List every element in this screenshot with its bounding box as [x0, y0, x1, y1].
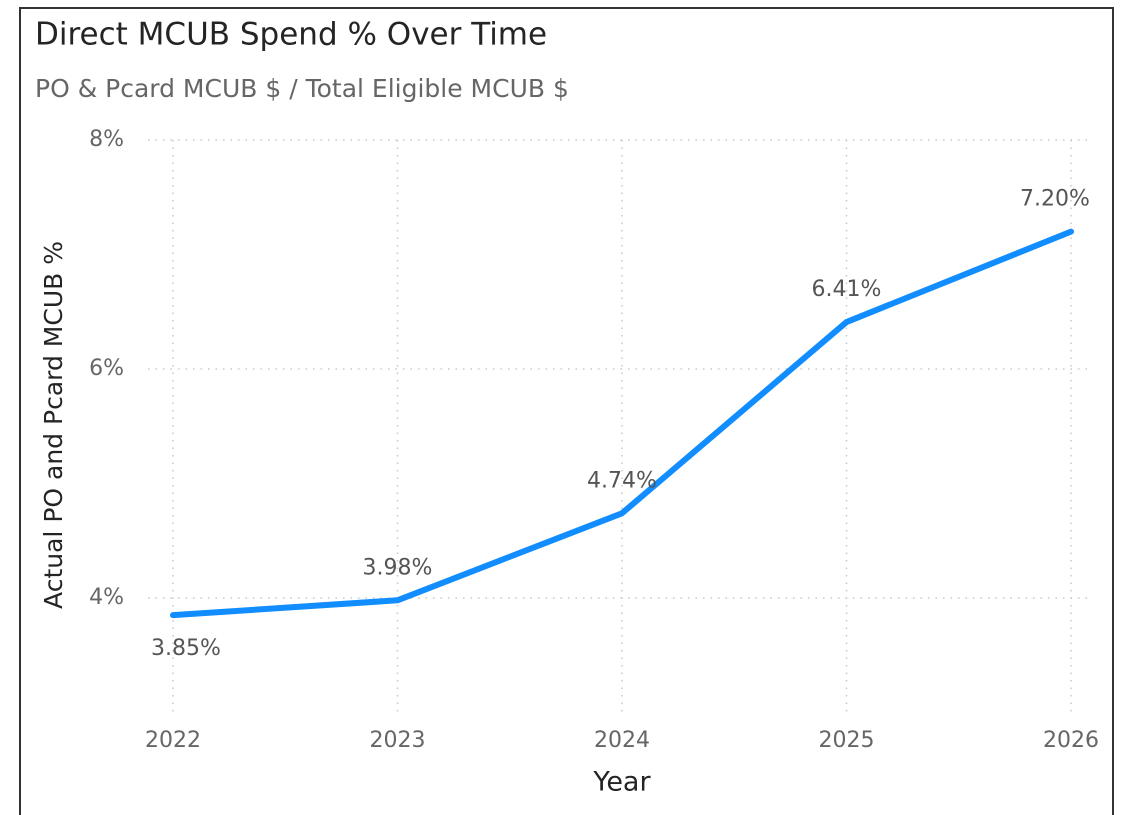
chart-subtitle: PO & Pcard MCUB $ / Total Eligible MCUB … [35, 74, 569, 103]
y-tick-label: 8% [89, 127, 124, 152]
x-tick-label: 2022 [145, 728, 201, 753]
data-label: 7.20% [1020, 187, 1090, 212]
data-label: 3.85% [151, 636, 221, 661]
x-axis-label: Year [592, 767, 651, 798]
y-axis-label: Actual PO and Pcard MCUB % [39, 241, 68, 609]
line-series [170, 228, 1074, 619]
y-tick-label: 6% [89, 356, 124, 381]
visual-frame [19, 7, 1114, 815]
data-label: 6.41% [812, 277, 882, 302]
chart-title: Direct MCUB Spend % Over Time [35, 17, 547, 53]
x-tick-label: 2026 [1043, 728, 1099, 753]
x-tick-label: 2023 [370, 728, 426, 753]
data-label: 4.74% [587, 468, 657, 493]
y-tick-label: 4% [89, 585, 124, 610]
data-label: 3.98% [363, 555, 433, 580]
x-tick-label: 2024 [594, 728, 650, 753]
x-tick-label: 2025 [819, 728, 875, 753]
